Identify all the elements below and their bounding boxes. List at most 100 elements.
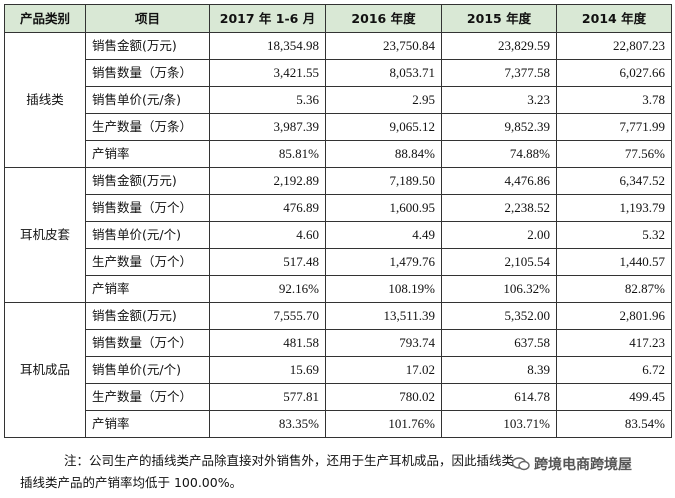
value-cell: 15.69 — [209, 356, 326, 384]
value-cell: 499.45 — [556, 383, 672, 411]
value-cell: 108.19% — [325, 275, 442, 303]
value-cell: 83.54% — [556, 410, 672, 438]
item-cell: 销售数量（万条） — [85, 59, 210, 87]
table-footnote: 注：公司生产的插线类产品除直接对外销售外，还用于生产耳机成品，因此插线类 插线类… — [20, 450, 670, 494]
value-cell: 101.76% — [325, 410, 442, 438]
table-row: 生产数量（万条） 3,987.39 9,065.12 9,852.39 7,771.99 — [5, 113, 672, 141]
value-cell: 614.78 — [441, 383, 557, 411]
sales-production-table: 产品类别 项目 2017 年 1-6 月 2016 年度 2015 年度 201… — [4, 4, 672, 438]
value-cell: 2,105.54 — [441, 248, 557, 276]
value-cell: 23,829.59 — [441, 32, 557, 60]
table-row: 耳机成品 销售金额(万元) 7,555.70 13,511.39 5,352.00 2,8… — [4, 302, 672, 438]
item-cell: 生产数量（万个） — [85, 383, 210, 411]
value-cell: 4.60 — [209, 221, 326, 249]
item-cell: 销售单价(元/个) — [85, 221, 210, 249]
watermark: 跨境电商跨境屋 — [512, 454, 632, 474]
value-cell: 92.16% — [209, 275, 326, 303]
item-cell: 销售金额(万元) — [85, 32, 210, 60]
category-cell: 插线类 — [4, 32, 86, 168]
value-cell: 3.23 — [441, 86, 557, 114]
item-cell: 销售金额(万元) — [85, 167, 210, 195]
table-row: 生产数量（万个） 577.81 780.02 614.78 499.45 — [5, 383, 672, 411]
value-cell: 2,238.52 — [441, 194, 557, 222]
wechat-bubble-icon — [512, 457, 530, 471]
value-cell: 637.58 — [441, 329, 557, 357]
value-cell: 1,193.79 — [556, 194, 672, 222]
value-cell: 3,421.55 — [209, 59, 326, 87]
value-cell: 85.81% — [209, 140, 326, 168]
value-cell: 4,476.86 — [441, 167, 557, 195]
header-2014: 2014 年度 — [556, 4, 672, 33]
value-cell: 77.56% — [556, 140, 672, 168]
header-category: 产品类别 — [4, 4, 86, 33]
header-item: 项目 — [85, 4, 210, 33]
value-cell: 2.95 — [325, 86, 442, 114]
value-cell: 5.32 — [556, 221, 672, 249]
table-row: 产销率 92.16% 108.19% 106.32% 82.87% — [5, 275, 672, 303]
table-row: 销售单价(元/个) 4.60 4.49 2.00 5.32 — [5, 221, 672, 249]
value-cell: 517.48 — [209, 248, 326, 276]
table-row: 销售数量（万条） 3,421.55 8,053.71 7,377.58 6,027.66 — [5, 59, 672, 87]
value-cell: 5,352.00 — [441, 302, 557, 330]
value-cell: 417.23 — [556, 329, 672, 357]
value-cell: 1,440.57 — [556, 248, 672, 276]
value-cell: 2,192.89 — [209, 167, 326, 195]
value-cell: 8.39 — [441, 356, 557, 384]
table-row: 销售单价(元/个) 15.69 17.02 8.39 6.72 — [5, 356, 672, 384]
value-cell: 2.00 — [441, 221, 557, 249]
footnote-line-1: 注：公司生产的插线类产品除直接对外销售外，还用于生产耳机成品，因此插线类 — [64, 453, 515, 468]
value-cell: 3.78 — [556, 86, 672, 114]
table-row: 销售单价(元/条) 5.36 2.95 3.23 3.78 — [5, 86, 672, 114]
table-header-row: 产品类别 项目 2017 年 1-6 月 2016 年度 2015 年度 201… — [4, 4, 672, 33]
value-cell: 106.32% — [441, 275, 557, 303]
value-cell: 88.84% — [325, 140, 442, 168]
header-2015: 2015 年度 — [441, 4, 557, 33]
value-cell: 4.49 — [325, 221, 442, 249]
table-row: 耳机皮套 销售金额(万元) 2,192.89 7,189.50 4,476.86 6,34… — [4, 167, 672, 303]
watermark-text: 跨境电商跨境屋 — [534, 457, 632, 473]
value-cell: 8,053.71 — [325, 59, 442, 87]
value-cell: 7,771.99 — [556, 113, 672, 141]
table-row: 销售数量（万个） 481.58 793.74 637.58 417.23 — [5, 329, 672, 357]
value-cell: 74.88% — [441, 140, 557, 168]
value-cell: 9,065.12 — [325, 113, 442, 141]
value-cell: 23,750.84 — [325, 32, 442, 60]
item-cell: 销售数量（万个） — [85, 329, 210, 357]
item-cell: 生产数量（万个） — [85, 248, 210, 276]
value-cell: 2,801.96 — [556, 302, 672, 330]
category-cell: 耳机成品 — [4, 302, 86, 438]
value-cell: 83.35% — [209, 410, 326, 438]
value-cell: 17.02 — [325, 356, 442, 384]
value-cell: 18,354.98 — [209, 32, 326, 60]
table-row: 插线类 销售金额(万元) 18,354.98 23,750.84 23,829.59 22… — [4, 32, 672, 168]
header-2017h1: 2017 年 1-6 月 — [209, 4, 326, 33]
table-row: 产销率 85.81% 88.84% 74.88% 77.56% — [5, 140, 672, 168]
item-cell: 销售单价(元/个) — [85, 356, 210, 384]
value-cell: 476.89 — [209, 194, 326, 222]
value-cell: 6,347.52 — [556, 167, 672, 195]
item-cell: 销售数量（万个） — [85, 194, 210, 222]
value-cell: 9,852.39 — [441, 113, 557, 141]
value-cell: 22,807.23 — [556, 32, 672, 60]
footnote-line-2: 插线类产品的产销率均低于 100.00%。 — [20, 475, 243, 490]
item-cell: 销售单价(元/条) — [85, 86, 210, 114]
table-row: 产销率 83.35% 101.76% 103.71% 83.54% — [5, 410, 672, 438]
item-cell: 生产数量（万条） — [85, 113, 210, 141]
category-cell: 耳机皮套 — [4, 167, 86, 303]
item-cell: 产销率 — [85, 140, 210, 168]
value-cell: 82.87% — [556, 275, 672, 303]
value-cell: 6,027.66 — [556, 59, 672, 87]
value-cell: 780.02 — [325, 383, 442, 411]
item-cell: 产销率 — [85, 275, 210, 303]
value-cell: 7,189.50 — [325, 167, 442, 195]
header-2016: 2016 年度 — [325, 4, 442, 33]
value-cell: 1,479.76 — [325, 248, 442, 276]
value-cell: 6.72 — [556, 356, 672, 384]
value-cell: 1,600.95 — [325, 194, 442, 222]
value-cell: 3,987.39 — [209, 113, 326, 141]
table-row: 生产数量（万个） 517.48 1,479.76 2,105.54 1,440.57 — [5, 248, 672, 276]
value-cell: 793.74 — [325, 329, 442, 357]
value-cell: 577.81 — [209, 383, 326, 411]
value-cell: 103.71% — [441, 410, 557, 438]
item-cell: 销售金额(万元) — [85, 302, 210, 330]
